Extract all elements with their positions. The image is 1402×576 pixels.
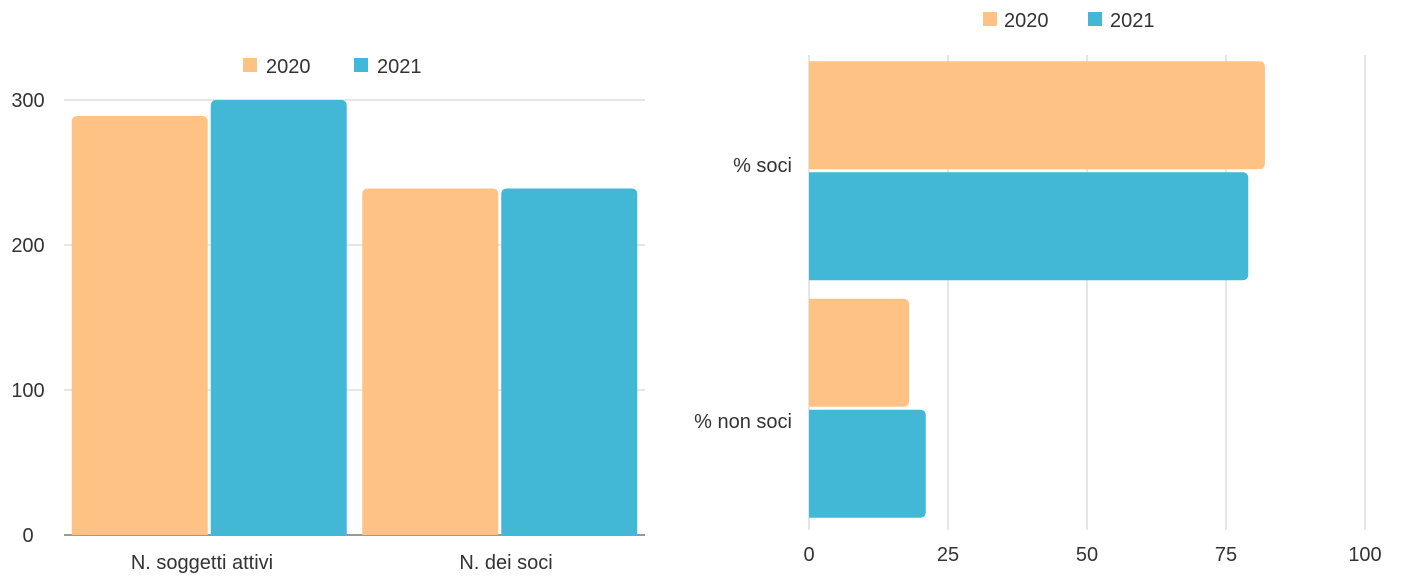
y-tick-labels: 0 100 200 300 <box>11 90 44 547</box>
category-label: N. dei soci <box>459 552 552 574</box>
x-tick-label: 50 <box>1076 544 1098 566</box>
category-label: % non soci <box>694 411 792 433</box>
bar <box>809 298 910 407</box>
bar <box>71 115 208 535</box>
y-tick-label: 100 <box>11 380 44 402</box>
legend: 2020 2021 <box>983 10 1155 32</box>
legend: 2020 2021 <box>243 56 422 78</box>
legend-swatch-2020 <box>243 58 257 72</box>
bar <box>809 61 1265 170</box>
x-category-labels: N. soggetti attivi N. dei soci <box>131 552 553 574</box>
bars <box>809 61 1265 518</box>
horizontal-bar-chart: 2020 2021 0 25 50 75 100 % soci % non so… <box>694 10 1382 566</box>
legend-label-2021: 2021 <box>1110 10 1155 32</box>
y-tick-label: 0 <box>22 525 33 547</box>
x-tick-label: 0 <box>803 544 814 566</box>
legend-label-2020: 2020 <box>266 56 311 78</box>
bar <box>501 188 638 535</box>
x-tick-label: 75 <box>1215 544 1237 566</box>
legend-swatch-2021 <box>1088 12 1102 26</box>
bar <box>210 100 347 535</box>
x-tick-label: 25 <box>937 544 959 566</box>
vertical-bar-chart: 2020 2021 0 100 200 300 N. soggetti atti… <box>11 56 645 574</box>
y-tick-label: 200 <box>11 235 44 257</box>
category-label: % soci <box>733 155 792 177</box>
bar <box>362 188 499 535</box>
y-category-labels: % soci % non soci <box>694 155 792 433</box>
legend-swatch-2021 <box>354 58 368 72</box>
x-tick-labels: 0 25 50 75 100 <box>803 544 1381 566</box>
legend-swatch-2020 <box>983 12 997 26</box>
y-tick-label: 300 <box>11 90 44 112</box>
legend-label-2021: 2021 <box>377 56 422 78</box>
bars <box>71 100 638 535</box>
bar <box>809 409 926 518</box>
category-label: N. soggetti attivi <box>131 552 273 574</box>
x-tick-label: 100 <box>1348 544 1381 566</box>
legend-label-2020: 2020 <box>1004 10 1049 32</box>
bar <box>809 172 1249 281</box>
